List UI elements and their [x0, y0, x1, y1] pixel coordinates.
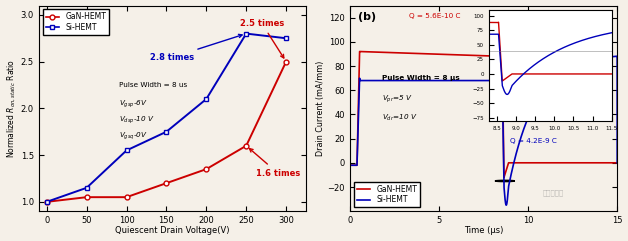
Text: (a): (a) — [46, 12, 65, 22]
Legend: GaN-HEMT, Si-HEMT: GaN-HEMT, Si-HEMT — [43, 9, 109, 35]
Text: Pulse Width = 8 us: Pulse Width = 8 us — [119, 82, 187, 88]
Text: Pulse Width = 8 μs: Pulse Width = 8 μs — [382, 75, 460, 81]
Text: $V_{dsp}$-10 V: $V_{dsp}$-10 V — [119, 114, 154, 126]
Text: $V_{gsq}$-0V: $V_{gsq}$-0V — [119, 131, 148, 142]
X-axis label: Time (μs): Time (μs) — [464, 227, 503, 235]
Legend: GaN-HEMT, Si-HEMT: GaN-HEMT, Si-HEMT — [354, 182, 421, 207]
Text: Q = 4.2E-9 C: Q = 4.2E-9 C — [510, 138, 557, 144]
Text: 1.6 times: 1.6 times — [249, 149, 300, 178]
Text: $V_{gsp}$-6V: $V_{gsp}$-6V — [119, 98, 148, 110]
X-axis label: Quiescent Drain Voltage(V): Quiescent Drain Voltage(V) — [115, 227, 230, 235]
Text: Q = 5.6E-10 C: Q = 5.6E-10 C — [409, 13, 460, 19]
Text: $V_{pr}$=5 V: $V_{pr}$=5 V — [382, 94, 413, 106]
Y-axis label: Normalized $R_{on,static}$ Ratio: Normalized $R_{on,static}$ Ratio — [6, 59, 18, 158]
Text: 2.8 times: 2.8 times — [151, 34, 242, 62]
Y-axis label: Drain Current (mA/mm): Drain Current (mA/mm) — [316, 61, 325, 156]
Text: 2.5 times: 2.5 times — [240, 19, 284, 58]
Text: $V_{dr}$=10 V: $V_{dr}$=10 V — [382, 113, 418, 123]
Text: 半导体在线: 半导体在线 — [543, 190, 563, 196]
Text: (b): (b) — [358, 12, 376, 22]
